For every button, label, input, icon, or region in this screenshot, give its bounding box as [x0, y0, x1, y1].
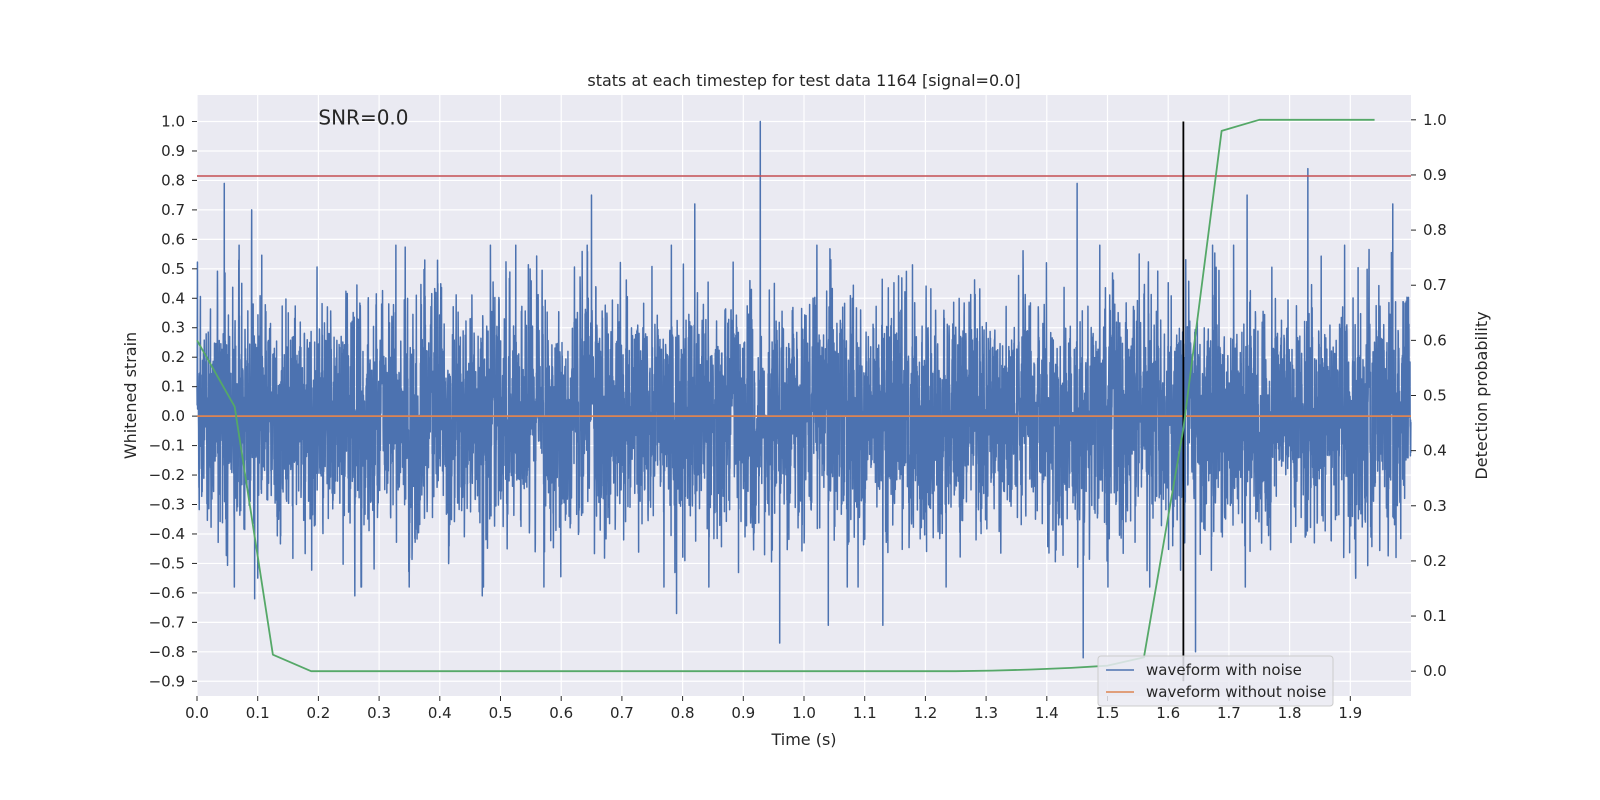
overlay-lines — [196, 118, 1411, 682]
legend-box — [1097, 655, 1334, 707]
y2-tick-label: 1.0 — [1423, 111, 1447, 129]
y2-axis-label: Detection probability — [1472, 311, 1491, 479]
chart-title: stats at each timestep for test data 116… — [587, 71, 1020, 90]
legend: waveform with noise waveform without noi… — [1097, 655, 1334, 707]
y-tick-label: 0.9 — [161, 142, 185, 160]
series-waveform-with-noise — [196, 120, 1412, 659]
y-tick-label: 0.8 — [161, 171, 185, 189]
y-tick-label: 0.6 — [161, 230, 185, 248]
y-tick-label: −0.8 — [149, 643, 185, 661]
y2-tick-label: 0.7 — [1423, 276, 1447, 294]
y2-tick-label: 0.8 — [1423, 221, 1447, 239]
y2-tick-label: 0.6 — [1423, 331, 1447, 349]
legend-label-waveform-with-noise: waveform with noise — [1146, 661, 1302, 679]
y2-tick-label: 0.1 — [1423, 607, 1447, 625]
x-tick-label: 1.9 — [1338, 704, 1362, 722]
x-tick-label: 0.1 — [246, 704, 270, 722]
y-tick-label: −0.6 — [149, 584, 185, 602]
x-tick-label: 0.9 — [731, 704, 755, 722]
y2-tick-label: 0.2 — [1423, 552, 1447, 570]
y-tick-label: 0.4 — [161, 289, 185, 307]
x-tick-label: 1.2 — [913, 704, 937, 722]
y2-tick-label: 0.0 — [1423, 662, 1447, 680]
y-tick-label: 0.5 — [161, 260, 185, 278]
x-axis-label: Time (s) — [770, 730, 836, 749]
x-tick-label: 1.8 — [1278, 704, 1302, 722]
y2-tick-label: 0.3 — [1423, 497, 1447, 515]
legend-label-waveform-without-noise: waveform without noise — [1146, 683, 1326, 701]
y2-tick-label: 0.5 — [1423, 387, 1447, 405]
x-axis: 0.0 0.1 0.2 0.3 0.4 0.5 0.6 0.7 0.8 0.9 1.0 1.1 1.2 1… — [185, 696, 1362, 722]
y-tick-label: 0.0 — [161, 407, 185, 425]
y-tick-label: −0.5 — [149, 554, 185, 572]
y-tick-label: −0.4 — [149, 525, 185, 543]
x-tick-label: 1.5 — [1096, 704, 1120, 722]
x-tick-label: 1.0 — [792, 704, 816, 722]
x-tick-label: 1.4 — [1035, 704, 1059, 722]
y-tick-label: −0.7 — [149, 613, 185, 631]
y-tick-label: 0.2 — [161, 348, 185, 366]
x-tick-label: 0.3 — [367, 704, 391, 722]
waveform-with-noise-line — [196, 120, 1412, 659]
x-tick-label: 0.2 — [306, 704, 330, 722]
x-tick-label: 1.1 — [853, 704, 877, 722]
detection-probability-line — [196, 118, 1375, 673]
x-tick-label: 0.8 — [671, 704, 695, 722]
y-tick-label: 0.1 — [161, 378, 185, 396]
x-tick-label: 1.6 — [1156, 704, 1180, 722]
x-tick-label: 0.4 — [428, 704, 452, 722]
y-axis-label: Whitened strain — [121, 332, 140, 459]
y-axis-right: 1.0 0.9 0.8 0.7 0.6 0.5 0.4 0.3 0.2 0.1 0.0 — [1411, 111, 1447, 680]
y-tick-label: −0.2 — [149, 466, 185, 484]
x-tick-label: 0.6 — [549, 704, 573, 722]
x-tick-label: 1.3 — [974, 704, 998, 722]
x-tick-label: 0.7 — [610, 704, 634, 722]
y-tick-label: −0.1 — [149, 437, 185, 455]
y-tick-label: 1.0 — [161, 113, 185, 131]
y-tick-label: 0.7 — [161, 201, 185, 219]
x-tick-label: 1.7 — [1217, 704, 1241, 722]
y-tick-label: −0.9 — [149, 672, 185, 690]
snr-annotation: SNR=0.0 — [318, 105, 408, 129]
y2-tick-label: 0.9 — [1423, 166, 1447, 184]
x-tick-label: 0.0 — [185, 704, 209, 722]
y2-tick-label: 0.4 — [1423, 442, 1447, 460]
y-axis-left: 1.0 0.9 0.8 0.7 0.6 0.5 0.4 0.3 0.2 0.1 0.0 −0.1 −0.… — [149, 113, 197, 690]
x-tick-label: 0.5 — [489, 704, 513, 722]
y-tick-label: 0.3 — [161, 319, 185, 337]
y-tick-label: −0.3 — [149, 496, 185, 514]
